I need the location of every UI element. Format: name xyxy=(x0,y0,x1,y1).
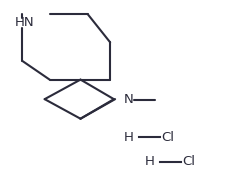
Text: HN: HN xyxy=(15,16,34,29)
Text: H: H xyxy=(145,155,155,168)
Text: N: N xyxy=(124,93,134,106)
Text: Cl: Cl xyxy=(182,155,195,168)
Text: Cl: Cl xyxy=(161,131,174,144)
Text: H: H xyxy=(124,131,134,144)
